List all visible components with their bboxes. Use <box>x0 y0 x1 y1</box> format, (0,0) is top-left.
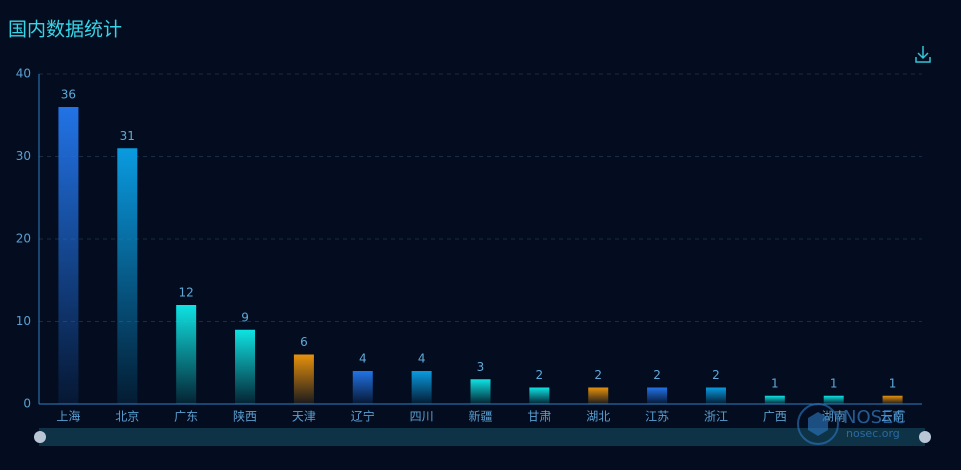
bar <box>705 387 726 404</box>
bar <box>647 387 668 404</box>
bar <box>411 371 432 404</box>
chart-title: 国内数据统计 <box>8 19 122 41</box>
y-tick-label: 0 <box>23 397 31 411</box>
zoom-handle[interactable] <box>919 431 931 443</box>
y-tick-label: 40 <box>16 67 31 81</box>
x-tick-label: 云南 <box>881 409 905 424</box>
bar <box>764 395 785 404</box>
x-tick-label: 上海 <box>56 409 80 424</box>
bar <box>117 148 138 404</box>
x-tick-label: 甘肃 <box>527 410 551 424</box>
bar <box>293 354 314 404</box>
value-label: 9 <box>241 310 249 324</box>
x-tick-label: 新疆 <box>468 409 492 424</box>
y-tick-label: 20 <box>16 232 31 246</box>
x-tick-label: 江苏 <box>645 410 669 424</box>
bar <box>470 379 491 404</box>
zoom-slider[interactable] <box>39 428 925 446</box>
value-label: 31 <box>120 129 135 143</box>
x-tick-label: 天津 <box>292 410 316 424</box>
value-label: 2 <box>653 368 661 382</box>
value-label: 6 <box>300 335 308 349</box>
value-label: 2 <box>712 368 720 382</box>
bar <box>58 107 79 404</box>
value-label: 4 <box>359 352 367 366</box>
x-tick-label: 陕西 <box>233 409 257 424</box>
value-label: 2 <box>594 368 602 382</box>
x-tick-label: 四川 <box>410 410 434 424</box>
x-tick-label: 广东 <box>174 410 198 424</box>
bar <box>352 371 373 404</box>
value-label: 2 <box>536 368 544 382</box>
bar <box>235 329 256 404</box>
bar <box>882 395 903 404</box>
value-label: 12 <box>179 286 194 300</box>
bar <box>529 387 550 404</box>
value-label: 1 <box>889 376 897 390</box>
bar <box>176 305 197 404</box>
value-label: 1 <box>771 376 779 390</box>
value-label: 1 <box>830 376 838 390</box>
value-label: 36 <box>61 88 76 102</box>
bar <box>823 395 844 404</box>
zoom-handle[interactable] <box>34 431 46 443</box>
value-label: 4 <box>418 352 426 366</box>
x-tick-label: 广西 <box>763 410 787 424</box>
x-tick-label: 北京 <box>115 410 139 424</box>
download-icon[interactable] <box>915 46 931 63</box>
watermark: NOSEC nosec.org <box>797 403 906 445</box>
x-tick-label: 辽宁 <box>351 409 375 424</box>
y-tick-label: 30 <box>16 149 31 163</box>
x-tick-label: 湖北 <box>586 409 610 424</box>
x-tick-label: 浙江 <box>704 410 728 424</box>
value-label: 3 <box>477 360 485 374</box>
y-tick-label: 10 <box>16 314 31 328</box>
watermark-url: nosec.org <box>846 427 900 440</box>
watermark-name: NOSEC <box>843 407 906 428</box>
bar <box>588 387 609 404</box>
